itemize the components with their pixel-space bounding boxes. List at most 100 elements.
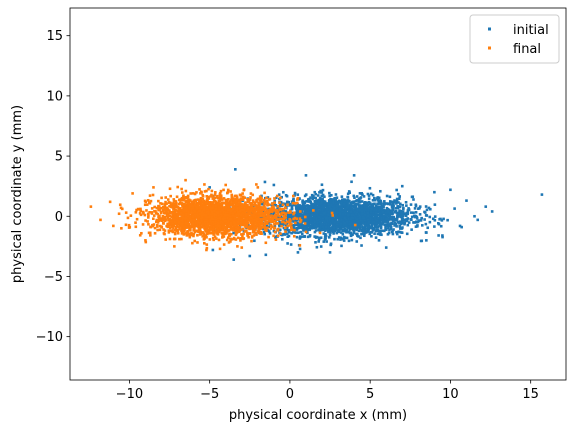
data-point-final: [236, 223, 239, 226]
data-point-initial: [334, 202, 337, 205]
data-point-initial: [399, 203, 402, 206]
data-point-initial: [364, 201, 367, 204]
data-point-initial: [348, 223, 351, 226]
data-point-initial: [441, 234, 444, 237]
data-point-initial: [322, 232, 325, 235]
data-point-initial: [294, 192, 297, 195]
data-point-initial: [296, 193, 299, 196]
data-point-final: [185, 210, 188, 213]
data-point-initial: [329, 244, 332, 247]
data-point-initial: [325, 226, 328, 229]
data-point-initial: [378, 239, 381, 242]
data-point-initial: [405, 204, 408, 207]
data-point-initial: [341, 226, 344, 229]
data-point-initial: [328, 218, 331, 221]
data-point-initial: [366, 204, 369, 207]
data-point-initial: [286, 201, 289, 204]
data-point-final: [284, 213, 287, 216]
data-point-final: [279, 218, 282, 221]
data-point-initial: [363, 205, 366, 208]
data-point-final: [233, 237, 236, 240]
data-point-final: [219, 225, 222, 228]
data-point-final: [246, 198, 249, 201]
data-point-initial: [330, 194, 333, 197]
data-point-final: [145, 209, 148, 212]
data-point-initial: [438, 218, 441, 221]
data-point-initial: [374, 224, 377, 227]
data-point-final: [273, 207, 276, 210]
data-point-initial: [389, 212, 392, 215]
data-point-final: [167, 198, 170, 201]
data-point-final: [149, 234, 152, 237]
data-point-final: [230, 196, 233, 199]
data-point-final: [212, 233, 215, 236]
data-point-initial: [315, 229, 318, 232]
data-point-final: [211, 201, 214, 204]
data-point-initial: [288, 231, 291, 234]
data-point-initial: [415, 225, 418, 228]
data-point-initial: [264, 181, 267, 184]
data-point-final: [233, 220, 236, 223]
data-point-initial: [347, 205, 350, 208]
data-point-final: [153, 206, 156, 209]
data-point-final: [219, 217, 222, 220]
data-point-final: [227, 189, 230, 192]
data-point-initial: [312, 204, 315, 207]
data-point-final: [240, 213, 243, 216]
data-point-final: [354, 224, 357, 227]
data-point-initial: [402, 215, 405, 218]
data-point-final: [274, 214, 277, 217]
data-point-final: [251, 194, 254, 197]
data-point-initial: [321, 183, 324, 186]
data-point-initial: [300, 236, 303, 239]
data-point-initial: [395, 189, 398, 192]
data-point-initial: [360, 205, 363, 208]
data-point-initial: [415, 205, 418, 208]
data-point-initial: [375, 230, 378, 233]
data-point-initial: [364, 222, 367, 225]
data-point-final: [274, 226, 277, 229]
data-point-final: [176, 195, 179, 198]
data-point-final: [213, 196, 216, 199]
data-point-initial: [398, 225, 401, 228]
data-point-final: [252, 199, 255, 202]
data-point-final: [258, 223, 261, 226]
data-point-initial: [316, 246, 319, 249]
data-point-final: [174, 238, 177, 241]
data-point-final: [176, 186, 179, 189]
data-point-initial: [322, 207, 325, 210]
data-point-initial: [330, 209, 333, 212]
data-point-final: [191, 201, 194, 204]
data-point-initial: [303, 209, 306, 212]
data-point-final: [166, 207, 169, 210]
data-point-initial: [309, 234, 312, 237]
data-point-final: [185, 190, 188, 193]
data-point-final: [290, 223, 293, 226]
data-point-initial: [425, 239, 428, 242]
data-point-initial: [353, 174, 356, 177]
data-point-final: [191, 242, 194, 245]
data-point-final: [171, 230, 174, 233]
data-point-final: [226, 239, 229, 242]
data-point-initial: [300, 224, 303, 227]
data-point-initial: [434, 203, 437, 206]
data-point-initial: [389, 195, 392, 198]
data-point-final: [249, 232, 252, 235]
data-point-initial: [323, 223, 326, 226]
data-point-final: [281, 208, 284, 211]
data-point-final: [205, 208, 208, 211]
data-point-initial: [423, 218, 426, 221]
data-point-initial: [305, 200, 308, 203]
data-point-initial: [370, 211, 373, 214]
data-point-final: [224, 202, 227, 205]
data-point-initial: [332, 232, 335, 235]
data-point-initial: [372, 220, 375, 223]
data-point-initial: [425, 223, 428, 226]
data-point-final: [259, 209, 262, 212]
data-point-final: [207, 223, 210, 226]
data-point-initial: [310, 202, 313, 205]
data-point-final: [160, 197, 163, 200]
data-point-initial: [375, 209, 378, 212]
data-point-final: [274, 231, 277, 234]
